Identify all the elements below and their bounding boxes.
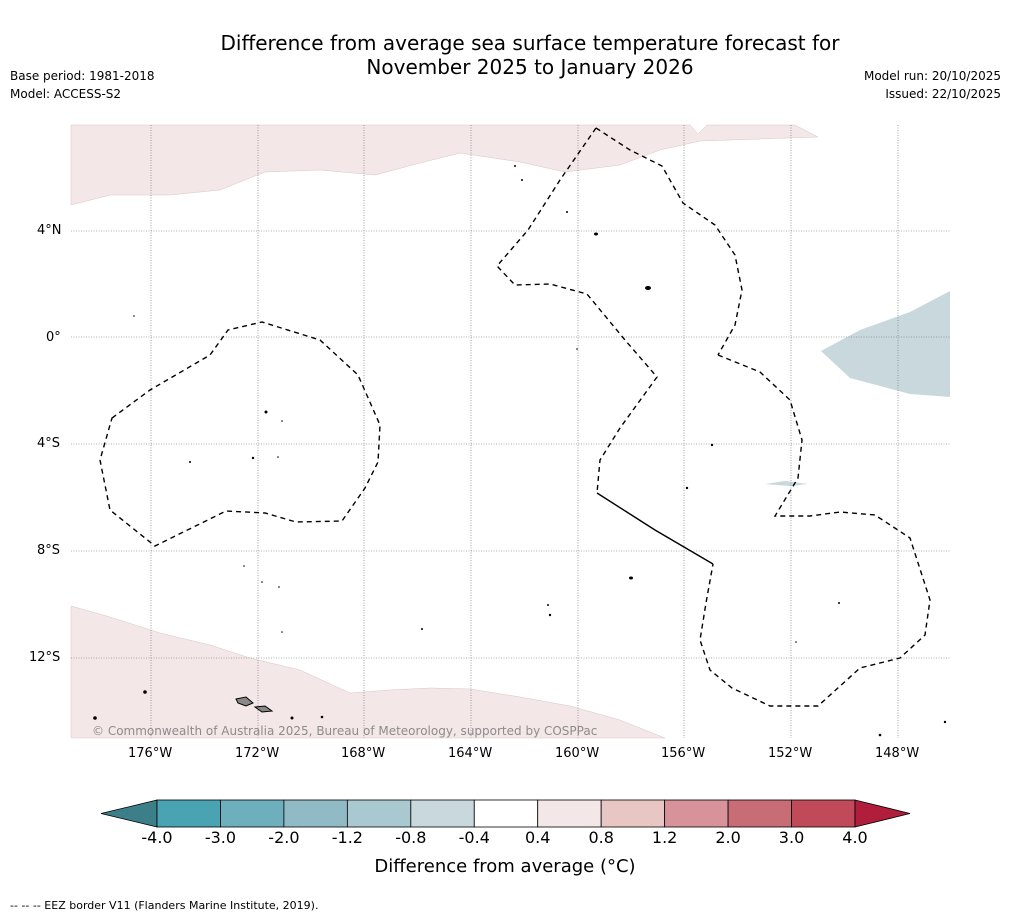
lat-label-12s: 12°S xyxy=(29,650,61,665)
gridlines xyxy=(71,125,950,738)
eez-footnote: -- -- -- EEZ border V11 (Flanders Marine… xyxy=(10,899,319,912)
samoa-island-1 xyxy=(235,696,254,707)
eez-east xyxy=(699,354,931,707)
colorbar-tick-label: 4.0 xyxy=(842,828,868,847)
colorbar-tick-label: -0.8 xyxy=(395,828,427,847)
eez-solid-segment xyxy=(596,492,714,565)
colorbar-bin-3 xyxy=(346,799,412,828)
eez-west xyxy=(99,321,381,547)
colorbar-tick-label: -3.0 xyxy=(204,828,237,847)
chart-title: Difference from average sea surface temp… xyxy=(120,31,940,79)
colorbar-bin-1 xyxy=(220,799,285,828)
eez-central-north xyxy=(595,127,743,356)
title-line-1: Difference from average sea surface temp… xyxy=(220,31,840,55)
colorbar-tick-label: -1.2 xyxy=(331,828,363,847)
colorbar-bin-4 xyxy=(410,799,475,828)
lon-label-172w: 172°W xyxy=(235,746,280,761)
meta-right: Model run: 20/10/2025 Issued: 22/10/2025 xyxy=(864,67,1001,103)
colorbar-tick-label: -0.4 xyxy=(458,828,490,847)
colorbar-tick-label: 3.0 xyxy=(778,828,805,847)
colorbar-tick-label: 1.2 xyxy=(651,828,678,847)
base-period: Base period: 1981-2018 xyxy=(10,69,155,83)
lon-label-148w: 148°W xyxy=(875,746,920,761)
lat-label-4s: 4°S xyxy=(37,436,61,451)
lon-label-164w: 164°W xyxy=(448,746,493,761)
colorbar-bin-2 xyxy=(283,799,348,828)
islands xyxy=(93,165,947,737)
title-line-2: November 2025 to January 2026 xyxy=(366,55,694,79)
lat-label-4n: 4°N xyxy=(37,223,62,238)
colorbar-bin-10 xyxy=(791,799,856,828)
model-run: Model run: 20/10/2025 xyxy=(863,69,1001,83)
colorbar-bin-7 xyxy=(600,799,666,828)
cool-anomaly-east xyxy=(821,291,950,397)
eez-central-west xyxy=(496,127,658,494)
eez-borders xyxy=(99,127,931,707)
lon-label-156w: 156°W xyxy=(661,746,706,761)
warm-anomaly-south xyxy=(70,605,666,739)
colorbar-tick-label: 2.0 xyxy=(715,828,741,847)
colorbar-bin-6 xyxy=(537,799,602,828)
issued-date: Issued: 22/10/2025 xyxy=(885,87,1001,101)
samoa-island-2 xyxy=(253,705,274,713)
colorbar-bin-8 xyxy=(664,799,729,828)
colorbar-tick-label: 0.4 xyxy=(524,828,551,847)
lat-label-8s: 8°S xyxy=(37,543,61,558)
cool-anomaly-patch xyxy=(765,481,808,486)
colorbar-bin-5 xyxy=(473,799,539,828)
colorbar-tick-label: 0.8 xyxy=(588,828,614,847)
lat-label-equator: 0° xyxy=(46,330,61,345)
colorbar-tick-label: -4.0 xyxy=(141,828,173,847)
colorbar-bin-9 xyxy=(727,799,792,828)
colorbar-bin-0 xyxy=(156,799,221,828)
meta-left: Base period: 1981-2018 Model: ACCESS-S2 xyxy=(10,67,155,103)
lon-label-152w: 152°W xyxy=(768,746,813,761)
colorbar-tick-label: -2.0 xyxy=(268,828,300,847)
colorbar-extend-high xyxy=(854,799,911,828)
model-name: Model: ACCESS-S2 xyxy=(10,87,122,101)
copyright-notice: © Commonwealth of Australia 2025, Bureau… xyxy=(92,724,598,738)
colorbar-extend-low xyxy=(100,799,158,828)
lon-label-160w: 160°W xyxy=(555,746,600,761)
lon-label-168w: 168°W xyxy=(341,746,386,761)
colorbar-title: Difference from average (°C) xyxy=(374,856,636,877)
lon-label-176w: 176°W xyxy=(128,746,173,761)
